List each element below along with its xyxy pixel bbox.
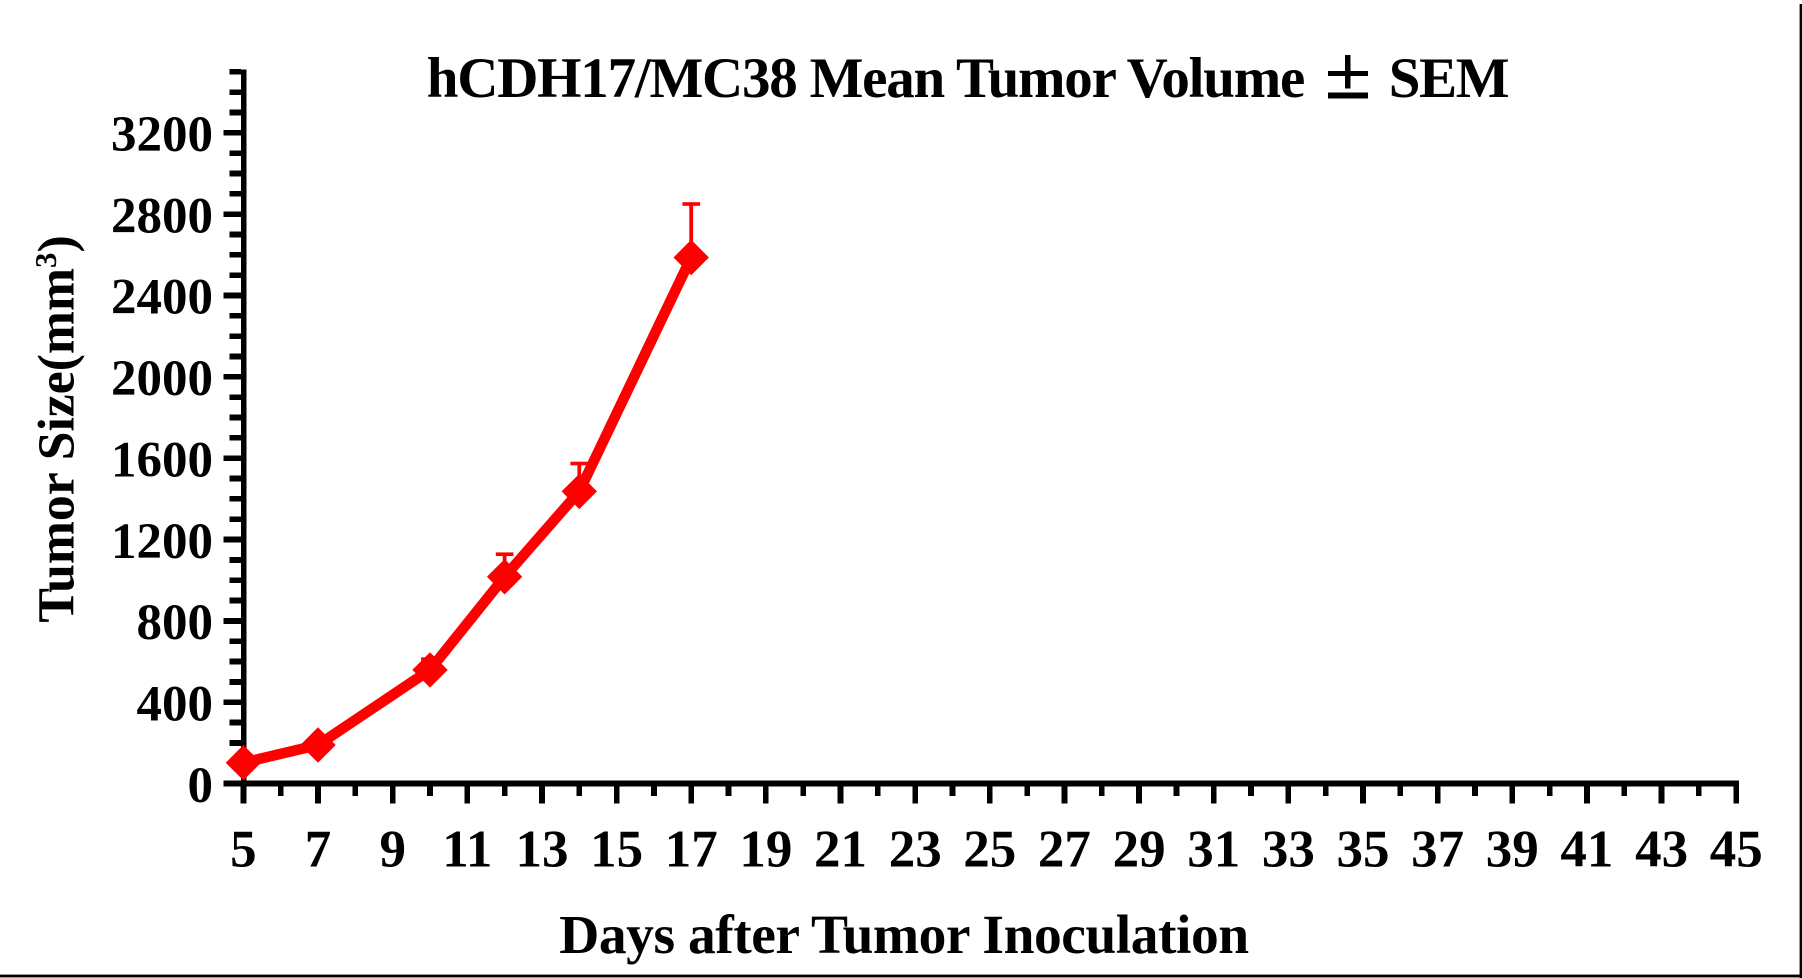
svg-text:29: 29 bbox=[1113, 821, 1166, 879]
svg-text:39: 39 bbox=[1486, 821, 1539, 879]
svg-text:Tumor Size(mm3): Tumor Size(mm3) bbox=[28, 235, 85, 622]
svg-text:37: 37 bbox=[1411, 821, 1464, 879]
svg-text:2400: 2400 bbox=[111, 270, 213, 326]
svg-text:43: 43 bbox=[1635, 821, 1688, 879]
svg-text:SEM: SEM bbox=[1389, 47, 1510, 110]
svg-text:Days after Tumor Inoculation: Days after Tumor Inoculation bbox=[559, 905, 1249, 966]
svg-text:33: 33 bbox=[1262, 821, 1315, 879]
svg-text:1600: 1600 bbox=[111, 432, 213, 488]
svg-text:21: 21 bbox=[814, 821, 867, 879]
svg-text:2000: 2000 bbox=[111, 351, 213, 407]
svg-text:1200: 1200 bbox=[111, 514, 213, 570]
svg-text:2800: 2800 bbox=[111, 188, 213, 244]
svg-text:23: 23 bbox=[889, 821, 942, 879]
svg-text:45: 45 bbox=[1710, 821, 1763, 879]
svg-text:3200: 3200 bbox=[111, 107, 213, 163]
svg-text:11: 11 bbox=[442, 821, 492, 879]
svg-text:hCDH17/MC38 Mean Tumor Volume: hCDH17/MC38 Mean Tumor Volume bbox=[427, 47, 1306, 110]
svg-text:27: 27 bbox=[1038, 821, 1091, 879]
svg-text:25: 25 bbox=[963, 821, 1016, 879]
svg-text:15: 15 bbox=[590, 821, 643, 879]
svg-text:19: 19 bbox=[739, 821, 792, 879]
svg-text:13: 13 bbox=[516, 821, 569, 879]
svg-text:5: 5 bbox=[230, 821, 257, 879]
svg-text:17: 17 bbox=[665, 821, 718, 879]
svg-text:800: 800 bbox=[137, 595, 214, 651]
svg-text:41: 41 bbox=[1560, 821, 1613, 879]
svg-text:7: 7 bbox=[305, 821, 332, 879]
svg-text:9: 9 bbox=[379, 821, 406, 879]
svg-text:31: 31 bbox=[1187, 821, 1240, 879]
svg-text:400: 400 bbox=[137, 677, 214, 733]
svg-text:35: 35 bbox=[1337, 821, 1390, 879]
svg-text:0: 0 bbox=[188, 758, 214, 814]
